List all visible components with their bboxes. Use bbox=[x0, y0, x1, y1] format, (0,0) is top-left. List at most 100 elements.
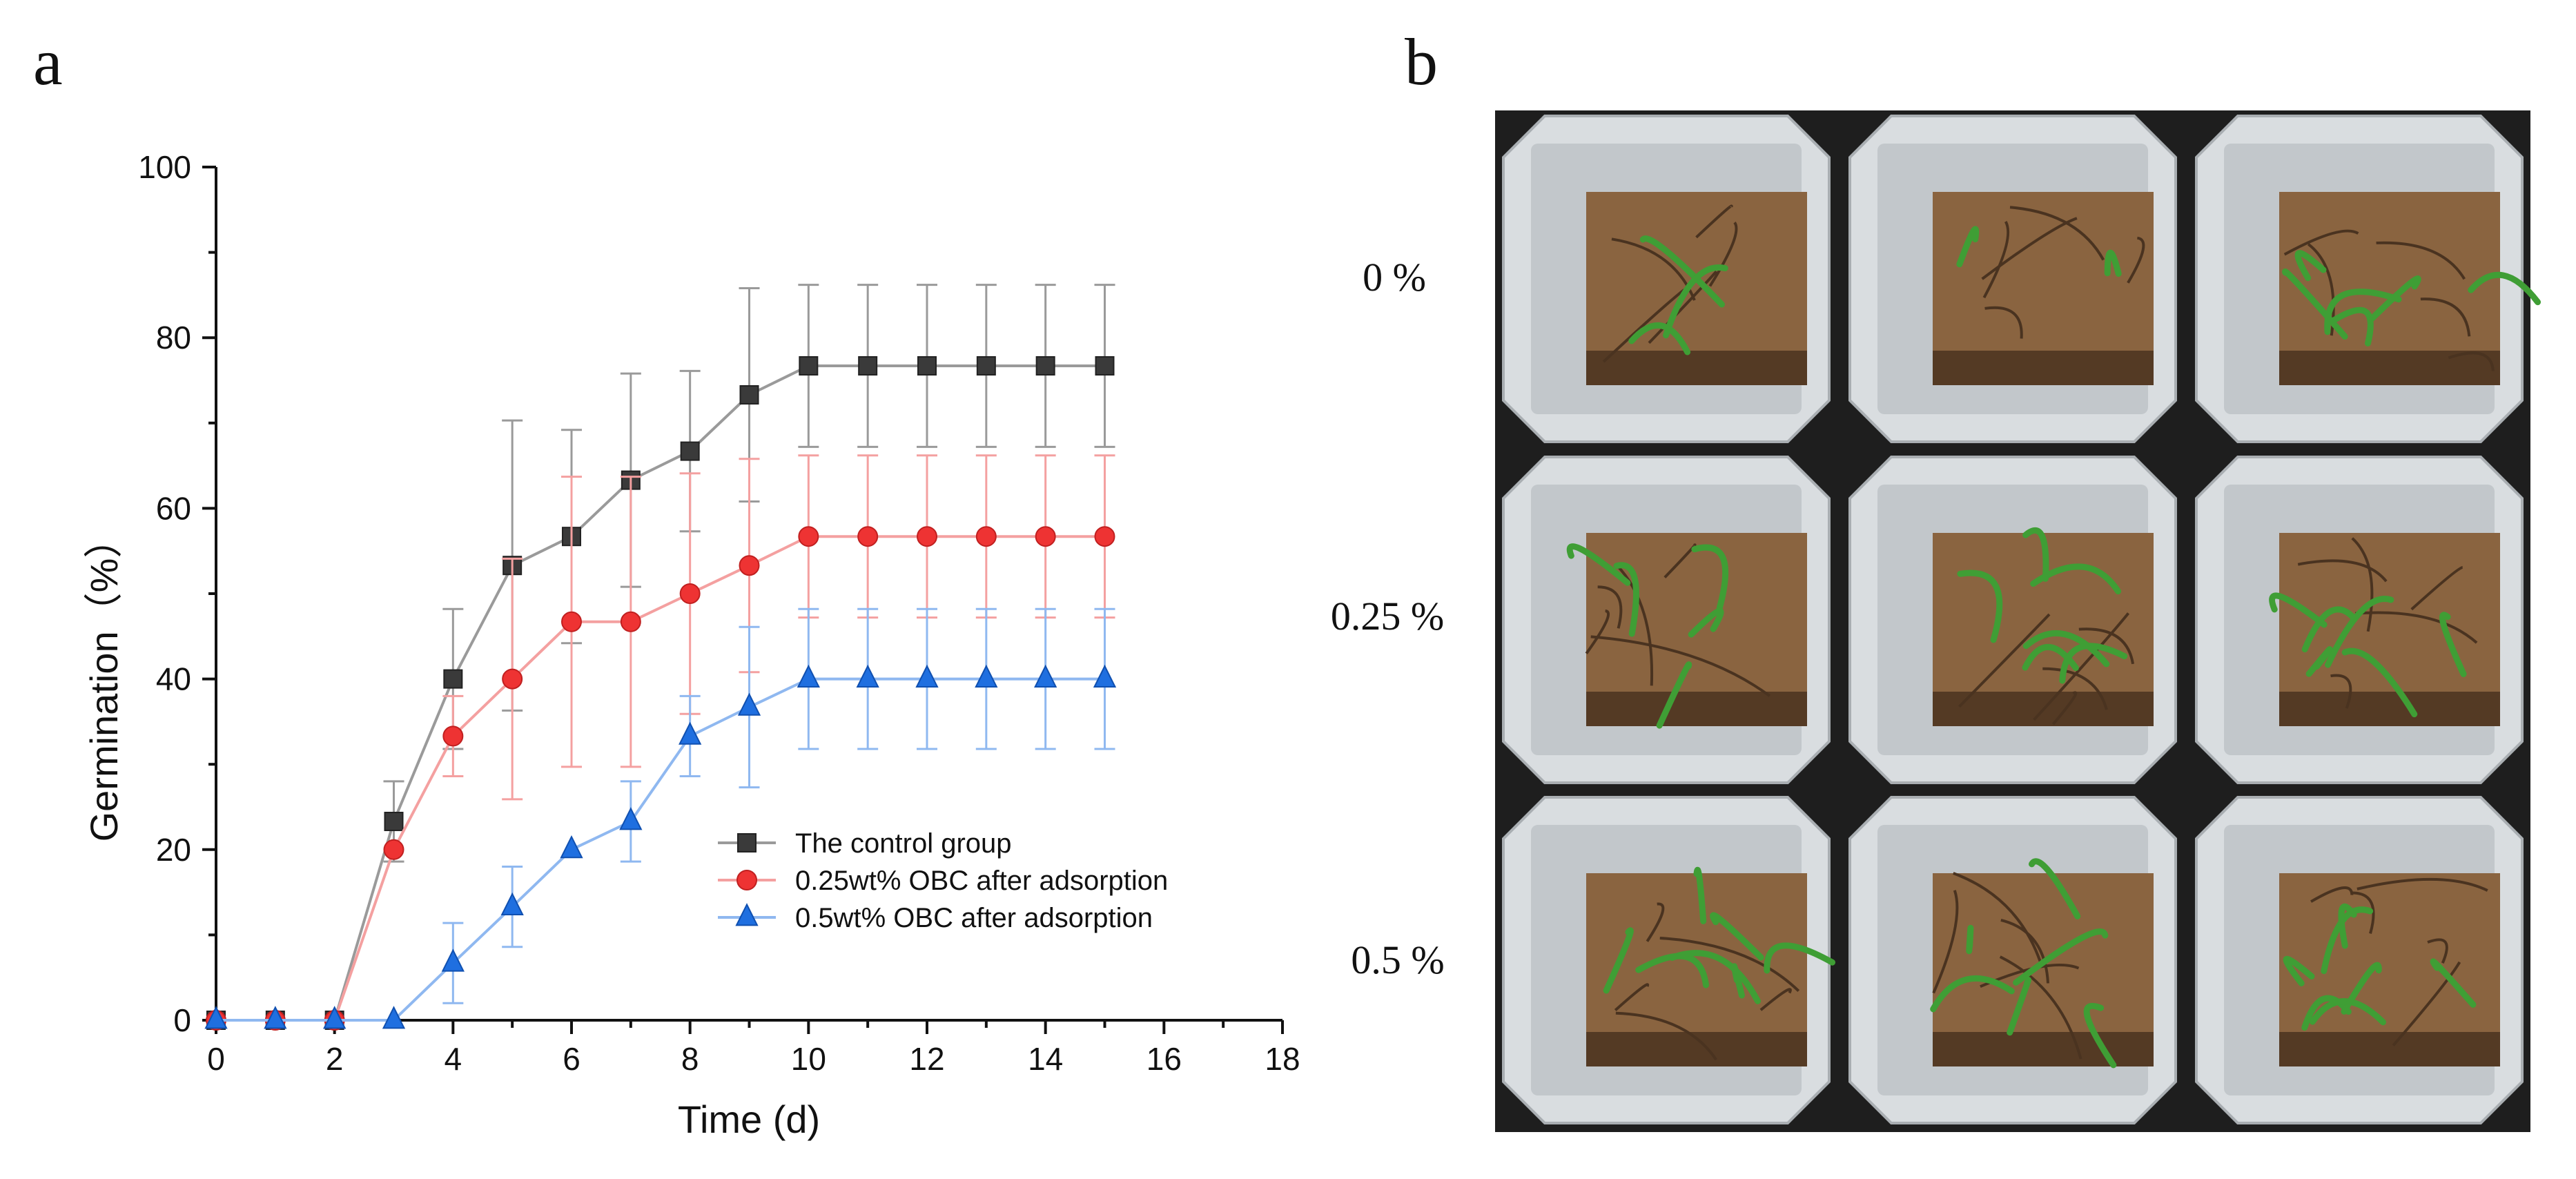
seedling-leaf bbox=[2368, 275, 2421, 322]
soil-crack bbox=[1953, 872, 2042, 963]
soil-crack bbox=[2033, 612, 2130, 721]
soil-crack bbox=[1648, 270, 1718, 344]
data-point bbox=[799, 355, 819, 376]
seedling-leaf bbox=[2022, 527, 2049, 582]
soil-crack bbox=[1759, 988, 1792, 1011]
data-point bbox=[1093, 664, 1117, 688]
soil-shadow bbox=[2279, 692, 2500, 726]
data-point bbox=[1094, 526, 1115, 547]
seedling-leaf bbox=[2294, 250, 2327, 282]
seedling-leaf bbox=[2022, 630, 2110, 668]
data-point bbox=[382, 1006, 406, 1029]
data-point bbox=[441, 948, 465, 972]
data-point bbox=[856, 664, 879, 688]
soil-crack bbox=[2376, 241, 2466, 280]
data-point bbox=[857, 526, 879, 547]
data-point bbox=[798, 526, 819, 547]
pot-r0-c0 bbox=[1502, 115, 1831, 443]
data-point bbox=[975, 526, 997, 547]
legend-entry: The control group bbox=[795, 828, 1012, 859]
soil-crack bbox=[2297, 559, 2388, 583]
soil-crack bbox=[1984, 306, 2023, 339]
seedling-leaf bbox=[1764, 942, 1836, 974]
seedling-leaf bbox=[1663, 264, 1728, 339]
soil-crack bbox=[2410, 565, 2463, 611]
seedling-leaf bbox=[2305, 646, 2333, 677]
panel-a-label: a bbox=[33, 25, 63, 99]
data-point bbox=[323, 1006, 347, 1029]
soil-crack bbox=[1590, 635, 1771, 697]
data-point bbox=[442, 725, 464, 747]
data-point bbox=[975, 664, 998, 688]
seedling-leaf bbox=[2301, 995, 2352, 1031]
seedling-leaf bbox=[2282, 269, 2348, 340]
data-point bbox=[797, 664, 820, 688]
soil-crack bbox=[1958, 613, 2051, 708]
data-point bbox=[917, 526, 937, 547]
soil-crack bbox=[1695, 204, 1733, 239]
seedling-leaf bbox=[2338, 903, 2357, 949]
data-point bbox=[679, 721, 702, 745]
soil-crack bbox=[2078, 627, 2135, 665]
seedling-leaf bbox=[2309, 997, 2387, 1026]
seedling-leaf bbox=[2007, 977, 2032, 1036]
data-point bbox=[739, 385, 759, 405]
y-axis-title: Germination（%） bbox=[82, 520, 126, 842]
pot-r2-c0 bbox=[1502, 796, 1836, 1124]
soil-crack bbox=[2127, 236, 2145, 284]
y-tick-label: 60 bbox=[156, 490, 191, 526]
soil-crack bbox=[1663, 543, 1697, 578]
series-line bbox=[216, 364, 1105, 1022]
data-point bbox=[680, 441, 700, 461]
seedling-leaf bbox=[1628, 322, 1691, 355]
seedling-leaf bbox=[1966, 924, 1974, 955]
soil-shadow bbox=[2279, 1032, 2500, 1066]
seedling-leaf bbox=[2283, 955, 2315, 986]
soil-crack bbox=[2330, 674, 2352, 709]
x-tick-label: 16 bbox=[1146, 1041, 1182, 1077]
data-point bbox=[502, 668, 523, 690]
seedling-leaf bbox=[2468, 271, 2541, 306]
pot-r1-c2 bbox=[2195, 456, 2524, 784]
seedling-leaf bbox=[1639, 235, 1725, 308]
x-tick-label: 4 bbox=[445, 1041, 462, 1077]
seedling-leaf bbox=[2430, 958, 2477, 1008]
x-tick-label: 8 bbox=[681, 1041, 699, 1077]
soil-shadow bbox=[1586, 692, 1807, 726]
data-point bbox=[976, 355, 996, 376]
legend-entry: 0.5wt% OBC after adsorption bbox=[795, 903, 1153, 933]
soil-crack bbox=[2310, 886, 2354, 903]
seedling-leaf bbox=[2329, 306, 2374, 347]
y-tick-label: 0 bbox=[173, 1002, 191, 1038]
soil-shadow bbox=[2279, 351, 2500, 385]
soil-crack bbox=[2427, 938, 2448, 964]
row-label-1: 0.25 % bbox=[1331, 594, 1444, 639]
seedling-leaf bbox=[2325, 596, 2394, 668]
data-point bbox=[561, 611, 582, 632]
seedling-photo: 0 % 0.25 % 0.5 % bbox=[1331, 110, 2541, 1132]
data-point bbox=[915, 664, 939, 688]
soil-crack bbox=[1585, 609, 1610, 654]
pot-r2-c1 bbox=[1848, 796, 2177, 1124]
y-tick-label: 40 bbox=[156, 661, 191, 697]
x-tick-label: 18 bbox=[1265, 1041, 1300, 1077]
series-2 bbox=[204, 607, 1117, 1029]
soil-crack bbox=[2392, 961, 2461, 1046]
y-tick-label: 20 bbox=[156, 832, 191, 868]
soil-crack bbox=[1614, 983, 1650, 1011]
soil-crack bbox=[2351, 891, 2375, 935]
x-axis-title: Time (d) bbox=[678, 1098, 820, 1141]
row-label-2: 0.5 % bbox=[1351, 937, 1444, 982]
data-point bbox=[917, 355, 937, 376]
x-tick-labels: 0 2 4 6 8 10 12 14 16 18 bbox=[207, 1041, 1300, 1077]
legend-marker bbox=[736, 870, 757, 890]
data-point bbox=[619, 807, 643, 830]
pot-r1-c0 bbox=[1502, 456, 1831, 784]
y-tick-label: 100 bbox=[138, 149, 191, 185]
data-point bbox=[858, 355, 878, 376]
seedling-leaf bbox=[1613, 562, 1639, 637]
soil-crack bbox=[1999, 955, 2082, 1060]
pot-grid bbox=[1502, 115, 2541, 1124]
x-tick-label: 6 bbox=[563, 1041, 580, 1077]
